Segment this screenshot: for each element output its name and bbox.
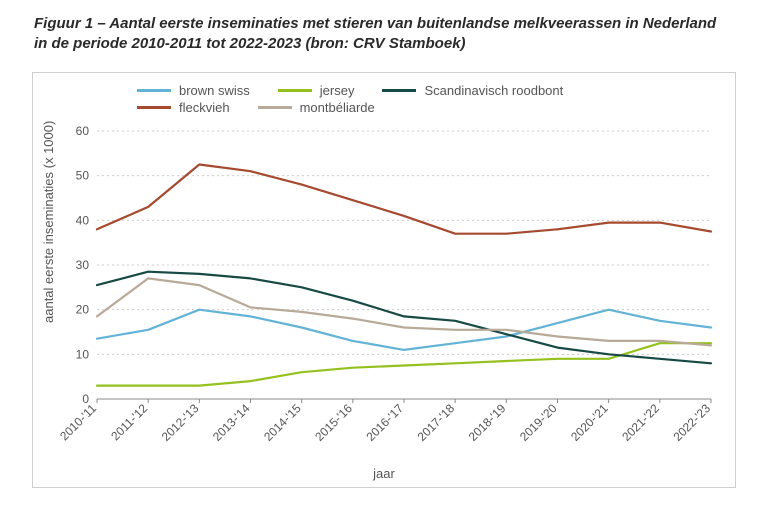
x-tick-label: 2011-'12 (108, 401, 150, 443)
legend: brown swiss jersey Scandinavisch roodbont f… (137, 83, 563, 117)
x-tick-label: 2017-'18 (415, 401, 458, 444)
x-tick-label: 2021-'22 (619, 401, 662, 444)
y-tick-label: 50 (76, 169, 90, 183)
y-axis-label: aantal eerste inseminaties (x 1000) (41, 121, 56, 323)
x-tick-label: 2010-'11 (57, 401, 99, 443)
y-tick-label: 60 (76, 124, 90, 138)
x-tick-label: 2013-'14 (210, 401, 253, 444)
legend-label: jersey (320, 83, 355, 98)
x-tick-label: 2022-'23 (670, 401, 713, 444)
legend-label: montbéliarde (300, 100, 375, 115)
title-line-1: Figuur 1 – Aantal eerste inseminaties me… (34, 15, 716, 32)
line-chart: 01020304050602010-'112011-'122012-'13201… (33, 73, 735, 487)
legend-label: fleckvieh (179, 100, 230, 115)
legend-item: montbéliarde (258, 100, 375, 115)
series-line (97, 165, 711, 234)
y-tick-label: 40 (76, 213, 90, 227)
x-tick-label: 2018-'19 (466, 401, 509, 444)
legend-item: brown swiss (137, 83, 250, 98)
y-tick-label: 20 (76, 303, 90, 317)
x-axis-label: jaar (33, 466, 735, 481)
chart-frame: brown swiss jersey Scandinavisch roodbont f… (32, 72, 736, 488)
y-tick-label: 10 (76, 347, 90, 361)
title-line-2: in de periode 2010-2011 tot 2022-2023 (b… (34, 35, 466, 52)
legend-line-icon (137, 89, 171, 91)
x-tick-label: 2016-'17 (363, 401, 406, 444)
legend-label: Scandinavisch roodbont (424, 83, 563, 98)
legend-line-icon (258, 106, 292, 108)
legend-label: brown swiss (179, 83, 250, 98)
legend-line-icon (382, 89, 416, 91)
x-tick-label: 2015-'16 (312, 401, 355, 444)
legend-line-icon (278, 89, 312, 91)
x-tick-label: 2012-'13 (159, 401, 202, 444)
legend-item: jersey (278, 83, 355, 98)
legend-item: Scandinavisch roodbont (382, 83, 563, 98)
x-tick-label: 2014-'15 (261, 401, 304, 444)
legend-item: fleckvieh (137, 100, 230, 115)
figure-title: Figuur 1 – Aantal eerste inseminaties me… (0, 0, 770, 61)
x-tick-label: 2019-'20 (517, 401, 560, 444)
legend-line-icon (137, 106, 171, 108)
x-tick-label: 2020-'21 (568, 401, 611, 444)
y-tick-label: 30 (76, 258, 90, 272)
